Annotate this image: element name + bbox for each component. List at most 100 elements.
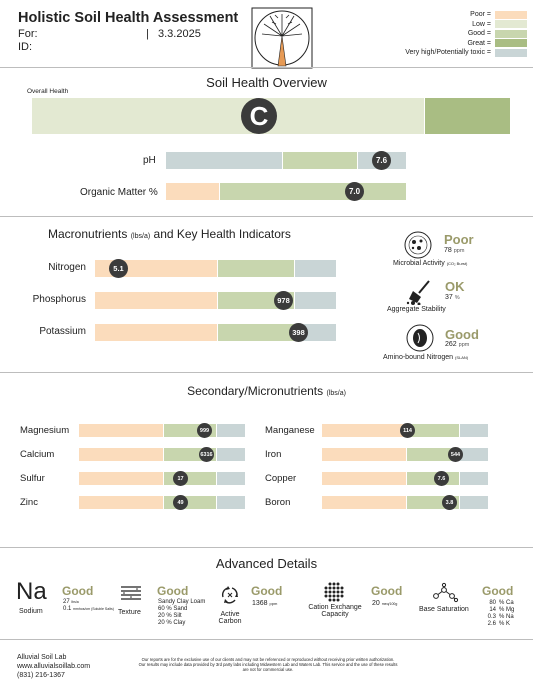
sodium-values: 27 lbs/a 0.1 mmhos/cm (Soluble Salts) [63,599,114,613]
microbial-value: 78 ppm [444,247,464,254]
ph-bar: 7.6 [166,151,406,170]
divider [0,639,533,640]
secondary-bar: 3.8 [322,495,488,510]
legend-label: Low = [472,20,491,28]
bar-segment [218,324,294,341]
amino-label-wrap: Amino-bound Nitrogen (SLAN) [383,354,468,361]
cec-dot [328,586,332,590]
secondary-label: Magnesium [20,425,70,436]
macro-bar: 398 [95,323,336,342]
bar-segment [217,496,245,509]
sodium-symbol: Na [16,578,47,605]
cec-name-1: Cation Exchange [308,604,362,611]
base-unit: % K [499,621,511,627]
secondary-label: Copper [265,473,297,484]
macro-rows: Nitrogen 5.1 Phosphorus 978 Potassium 398 [0,258,340,358]
macro-value-badge: 978 [274,291,293,310]
microbial-label: Microbial Activity [393,260,445,267]
organic-matter-bar: 7.0 [166,182,406,201]
legend-label: Great = [467,39,491,47]
legend-label: Very high/Potentially toxic = [405,49,491,57]
secondary-bar: 114 [322,423,488,438]
macro-label: Nitrogen [48,262,86,273]
secondary-value-badge: 3.8 [442,495,457,510]
macro-title: Macronutrients (lbs/a) and Key Health In… [48,227,291,241]
cec-dot [324,590,328,594]
overall-health-bar: C [32,98,510,134]
bar-segment [217,424,245,437]
microbe-icon [403,230,433,260]
carrot-logo [250,6,314,70]
bar-segment [79,472,163,485]
base-line: 14% Mg [480,607,514,614]
secondary-bar: 544 [322,447,488,462]
bar-segment [220,183,406,200]
advanced-title: Advanced Details [215,556,318,571]
secondary-value-badge: 7.6 [434,471,449,486]
base-unit: % Mg [499,607,515,613]
amino-unit: ppm [458,342,470,348]
organic-matter-label: Organic Matter % [80,187,158,198]
lab-name: Alluvial Soil Lab [17,654,67,661]
bar-segment [322,496,406,509]
secondary-value-badge: 17 [173,471,188,486]
macro-label: Potassium [39,326,86,337]
macro-bar: 978 [95,291,336,310]
sodium-line-1: 27 lbs/a [63,599,114,606]
cec-dots-icon [322,580,346,604]
microbial-unit: ppm [453,248,465,254]
secondary-value-badge: 49 [173,495,188,510]
base-name: Base Saturation [419,606,469,613]
bar-segment [95,324,217,341]
secondary-bar: 999 [79,423,245,438]
sodium-v2: 0.1 [63,606,72,612]
bar-segment [283,152,357,169]
bar-segment [217,448,245,461]
texture-icon [119,584,143,604]
bar-segment [95,292,217,309]
bar-segment [295,260,336,277]
secondary-bar: 6316 [79,447,245,462]
lab-website[interactable]: www.alluvialsoillab.com [17,663,91,670]
microbial-label-wrap: Microbial Activity (CO₂ Burst) [393,260,467,267]
base-line: 0.3% Na [480,614,514,621]
base-unit: % Na [499,614,514,620]
overview-title: Soil Health Overview [206,75,327,90]
secondary-label: Calcium [20,449,55,460]
legend-label: Good = [467,30,491,38]
cec-dot [340,590,344,594]
texture-name: Texture [118,609,141,616]
bar-segment [407,448,459,461]
carbon-name: Active Carbon [216,611,244,625]
texture-line: 60 % Sand [158,606,188,612]
cec-dot [332,586,336,590]
sodium-name: Sodium [19,608,43,615]
macro-unit: (lbs/a) [130,233,151,240]
texture-line: Sandy Clay Loam [158,599,206,605]
recycle-icon [218,583,242,607]
legend-row: Great = [367,39,527,49]
cec-dot [328,582,332,586]
bar-segment [460,448,488,461]
cec-rating: Good [371,584,403,598]
secondary-label: Manganese [265,425,315,436]
carbon-number: 1368 [252,600,268,607]
bar-segment [460,472,488,485]
report-title: Holistic Soil Health Assessment [18,10,239,26]
cec-dot [332,582,336,586]
bar-segment [322,424,406,437]
secondary-value-badge: 999 [197,423,212,438]
color-legend: Poor = Low = Good = Great = Very high/Potent… [367,10,527,58]
legend-row: Very high/Potentially toxic = [367,48,527,58]
om-value-badge: 7.0 [345,182,364,201]
texture-rating: Good [157,584,189,598]
secondary-unit: (lbs/a) [326,390,346,397]
secondary-label: Boron [265,497,291,508]
cec-dot [336,594,340,598]
amino-number: 262 [445,341,457,348]
bar-segment [295,292,336,309]
cec-dot [336,586,340,590]
legend-swatch [495,10,527,19]
lab-phone: (831) 216-1367 [17,672,65,679]
cec-dot [328,598,332,602]
